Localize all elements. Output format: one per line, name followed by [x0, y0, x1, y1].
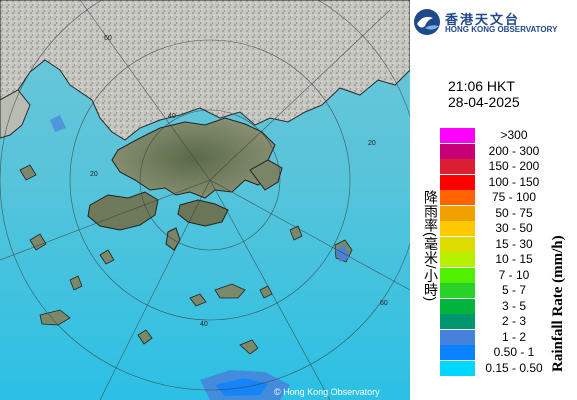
legend-swatch [440, 159, 475, 174]
legend-label: 7 - 10 [498, 267, 530, 282]
range-label: 40 [168, 113, 176, 120]
legend-swatch [440, 314, 475, 329]
lamma-island [165, 227, 181, 251]
legend-label: 1 - 2 [501, 329, 526, 344]
legend-item: >300 [440, 128, 550, 143]
legend-item: 7 - 10 [440, 267, 550, 283]
legend-swatch [440, 252, 475, 267]
rain-echoes [50, 115, 350, 400]
legend-label: 100 - 150 [488, 174, 540, 189]
legend-title-en: Rainfall Rate (mm/h) [550, 235, 566, 372]
legend-swatch [440, 143, 475, 159]
legend-label: 50 - 75 [495, 205, 533, 220]
legend-item: 0.15 - 0.50 [440, 360, 550, 376]
legend-label: 30 - 50 [495, 221, 533, 235]
legend-item: 30 - 50 [440, 221, 550, 236]
legend-swatch [440, 298, 475, 314]
range-label: 40 [200, 321, 208, 328]
legend-swatch [440, 190, 475, 205]
legend-item: 2 - 3 [440, 314, 550, 329]
legend-item: 50 - 75 [440, 205, 550, 221]
range-label: 60 [380, 300, 388, 307]
legend-item: 100 - 150 [440, 174, 550, 190]
mainland-land [0, 0, 410, 141]
legend-label: 200 - 300 [488, 143, 540, 158]
legend-swatch [440, 221, 475, 236]
legend-swatch [440, 205, 475, 221]
legend-swatch [440, 128, 475, 143]
timestamp-date: 28-04-2025 [448, 94, 520, 110]
legend-swatch [440, 283, 475, 298]
legend-label: 15 - 30 [495, 236, 533, 251]
legend-label: 10 - 15 [495, 252, 533, 266]
legend-title-zh: 降雨率(毫米/小時) [423, 190, 439, 302]
legend-swatch [440, 360, 475, 376]
range-label: 60 [104, 35, 112, 42]
legend-item: 1 - 2 [440, 329, 550, 345]
legend-swatch [440, 329, 475, 345]
sidebar: 香港天文台 HONG KONG OBSERVATORY 21:06 HKT 28… [410, 0, 577, 400]
legend-item: 5 - 7 [440, 283, 550, 298]
legend-label: 150 - 200 [488, 159, 540, 173]
radar-map: 60 40 20 20 60 40 © Hong Kong Observator… [0, 0, 410, 400]
western-land [0, 89, 31, 139]
logo-name-zh: 香港天文台 [445, 12, 521, 27]
legend-item: 150 - 200 [440, 159, 550, 174]
hong-kong-land [111, 117, 276, 199]
timestamp-time: 21:06 HKT [448, 78, 515, 94]
legend-item: 3 - 5 [440, 298, 550, 314]
legend-item: 75 - 100 [440, 190, 550, 205]
legend-swatch [440, 174, 475, 190]
hko-emblem-icon [414, 9, 440, 35]
legend-label: 3 - 5 [501, 298, 526, 313]
range-label: 20 [90, 171, 98, 178]
hko-logo: 香港天文台 HONG KONG OBSERVATORY [413, 6, 575, 38]
legend-label: 0.15 - 0.50 [485, 360, 543, 375]
range-rings [0, 0, 410, 391]
legend-swatch [440, 236, 475, 252]
copyright-credit: © Hong Kong Observatory [274, 387, 380, 397]
legend-item: 0.50 - 1 [440, 345, 550, 360]
legend-label: 75 - 100 [491, 190, 537, 204]
legend-item: 200 - 300 [440, 143, 550, 159]
range-label: 20 [368, 140, 376, 147]
radial-lines [0, 0, 410, 400]
logo-name-en: HONG KONG OBSERVATORY [445, 25, 558, 34]
legend-swatch [440, 267, 475, 283]
legend-swatch [440, 345, 475, 360]
legend-item: 15 - 30 [440, 236, 550, 252]
legend-label: 2 - 3 [501, 314, 526, 328]
legend-label: 5 - 7 [501, 283, 526, 297]
legend-item: 10 - 15 [440, 252, 550, 267]
legend-label: >300 [500, 128, 528, 142]
legend-label: 0.50 - 1 [493, 345, 535, 359]
lantau-island [87, 191, 159, 231]
